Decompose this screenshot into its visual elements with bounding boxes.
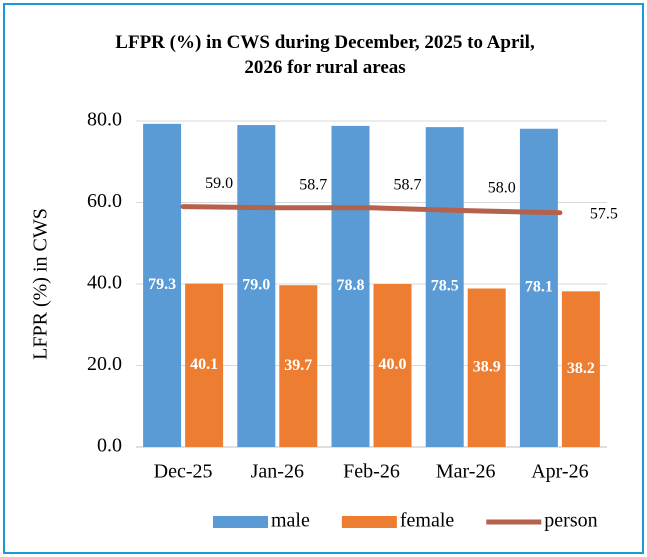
data-label: 78.8 — [337, 277, 365, 294]
y-tick-label: 20.0 — [87, 353, 122, 375]
data-label: 79.0 — [242, 277, 270, 294]
bar — [467, 288, 506, 447]
data-label: 40.1 — [190, 356, 218, 373]
data-label: 39.7 — [284, 357, 312, 374]
bar — [331, 125, 370, 447]
legend-swatch — [341, 516, 397, 528]
line-data-label: 57.5 — [590, 205, 618, 222]
line-data-label: 58.0 — [488, 179, 516, 196]
line-series — [180, 204, 563, 216]
bar — [279, 285, 318, 447]
bar — [373, 284, 412, 447]
x-tick-label: Apr-26 — [531, 461, 588, 483]
line-data-label: 58.7 — [394, 176, 422, 193]
line-data-label: 59.0 — [205, 175, 233, 192]
legend-label: male — [271, 510, 310, 532]
x-tick-label: Dec-25 — [154, 461, 213, 483]
data-label: 38.9 — [473, 358, 501, 375]
y-tick-label: 0.0 — [97, 435, 122, 457]
bar — [561, 291, 600, 447]
data-label: 38.2 — [567, 360, 595, 377]
data-label: 40.0 — [379, 356, 407, 373]
y-tick-label: 80.0 — [87, 109, 122, 131]
data-label: 79.3 — [148, 276, 176, 293]
y-tick-label: 60.0 — [87, 190, 122, 212]
legend-swatch — [213, 516, 268, 528]
y-axis-label: LFPR (%) in CWS — [30, 208, 52, 360]
y-tick-label: 40.0 — [87, 272, 122, 294]
x-tick-label: Jan-26 — [251, 461, 304, 483]
data-label: 78.5 — [431, 278, 459, 295]
x-tick-label: Feb-26 — [343, 461, 400, 483]
data-label: 78.1 — [525, 279, 553, 296]
bar — [143, 123, 182, 447]
bar — [237, 125, 276, 447]
x-tick-label: Mar-26 — [436, 461, 496, 483]
bar — [519, 128, 558, 447]
line-data-label: 58.7 — [299, 176, 327, 193]
bar — [185, 283, 224, 447]
chart-title: LFPR (%) in CWS during December, 2025 to… — [115, 32, 535, 78]
bar — [425, 127, 464, 448]
legend-label: person — [544, 510, 597, 532]
legend-label: female — [400, 510, 455, 532]
